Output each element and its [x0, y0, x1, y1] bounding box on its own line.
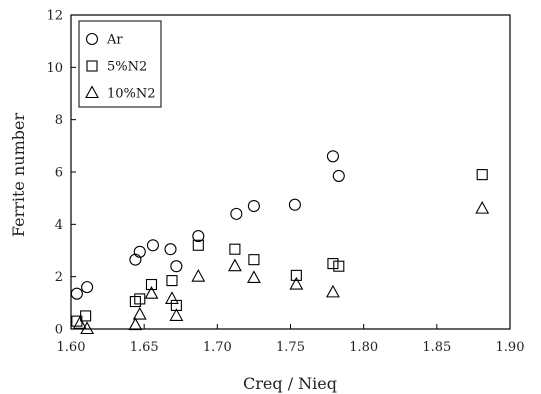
square-point	[476, 169, 488, 181]
circle-point	[247, 199, 260, 213]
triangle-point	[72, 316, 87, 329]
circle-point	[332, 169, 345, 182]
legend-marker-triangle	[85, 85, 99, 99]
triangle-point	[326, 284, 340, 298]
square-point	[134, 293, 146, 305]
x-tick-label: 1.85	[422, 340, 451, 355]
triangle-point	[132, 306, 147, 320]
triangle-point	[80, 321, 95, 335]
triangle-point	[144, 286, 159, 299]
y-tick-label: 4	[55, 218, 63, 233]
circle-point	[170, 260, 183, 273]
legend-label: 5%N2	[107, 60, 147, 75]
y-tick-label: 0	[55, 323, 63, 338]
legend-marker-circle	[85, 32, 99, 46]
square-point	[229, 243, 241, 255]
y-tick-label: 10	[46, 61, 63, 76]
triangle-point	[128, 317, 143, 331]
x-tick-label: 1.80	[349, 340, 378, 355]
y-tick-label: 12	[46, 9, 63, 24]
y-tick-label: 8	[55, 113, 63, 128]
square-point	[129, 295, 141, 308]
square-point	[248, 254, 260, 266]
circle-point	[230, 207, 243, 220]
circle-point	[326, 150, 339, 163]
x-tick-label: 1.90	[496, 340, 525, 355]
circle-point	[133, 245, 146, 258]
y-axis-title: Ferrite number	[9, 113, 28, 238]
square-point	[290, 269, 302, 281]
circle-point	[146, 239, 159, 252]
circle-point	[81, 281, 94, 294]
square-point	[145, 278, 158, 291]
circle-point	[164, 243, 177, 256]
square-point	[192, 239, 204, 251]
x-tick-label: 1.70	[203, 340, 232, 355]
x-tick-label: 1.65	[130, 340, 159, 355]
triangle-point	[246, 270, 261, 284]
triangle-point	[475, 200, 490, 214]
triangle-point	[169, 308, 184, 321]
x-axis-title: Creq / Nieq	[243, 374, 337, 393]
y-tick-label: 6	[55, 166, 63, 181]
triangle-point	[227, 258, 242, 272]
x-tick-label: 1.60	[57, 340, 86, 355]
circle-point	[288, 198, 301, 211]
circle-point	[192, 230, 205, 243]
square-point	[166, 275, 178, 287]
triangle-point	[165, 291, 179, 304]
circle-point	[70, 287, 83, 300]
y-tick-label: 2	[55, 270, 63, 285]
square-point	[327, 258, 339, 270]
x-tick-label: 1.75	[276, 340, 305, 355]
legend-label: 10%N2	[107, 87, 156, 102]
plot-area: 1.60 1.65 1.70 1.75 1.80 1.85 1.90 0 2 4 6 8 10 12 Ar 5…	[46, 9, 524, 356]
square-point	[333, 260, 345, 272]
legend-marker-square	[86, 60, 98, 72]
square-point	[80, 310, 92, 322]
legend-box	[78, 20, 162, 108]
triangle-point	[289, 276, 304, 290]
legend-label: Ar	[106, 33, 123, 48]
triangle-point	[191, 269, 206, 282]
